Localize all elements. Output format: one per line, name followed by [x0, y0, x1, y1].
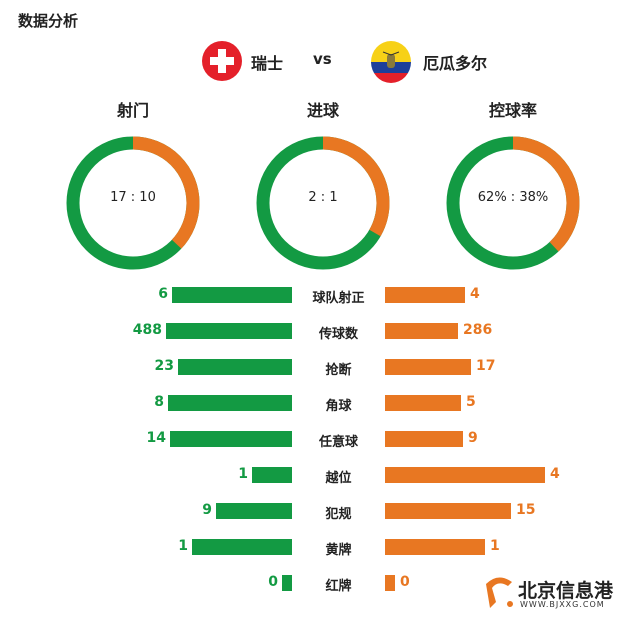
away-stat-value: 17: [476, 358, 496, 374]
home-stat-bar: [192, 539, 292, 555]
home-stat-bar: [216, 503, 292, 519]
vs-label: vs: [313, 50, 332, 68]
home-stat-value: 23: [154, 358, 174, 374]
stat-label: 球队射正: [312, 291, 365, 306]
home-stat-bar: [282, 575, 292, 591]
donut-value: 17 : 10: [110, 190, 156, 205]
donut-title: 射门: [116, 101, 149, 120]
away-stat-value: 286: [463, 322, 493, 338]
away-stat-bar: [385, 539, 485, 555]
donut-value: 62% : 38%: [477, 190, 549, 205]
watermark-url: WWW.BJXXG.COM: [520, 600, 605, 609]
away-stat-bar: [385, 323, 458, 339]
donut-chart: [446, 136, 580, 270]
home-stat-value: 6: [158, 286, 168, 302]
away-stat-value: 1: [490, 538, 500, 554]
away-stat-value: 0: [400, 574, 410, 590]
donut-title: 进球: [306, 101, 339, 120]
home-stat-bar: [172, 287, 292, 303]
home-stat-value: 8: [154, 394, 164, 410]
away-stat-bar: [385, 431, 463, 447]
away-stat-value: 9: [468, 430, 478, 446]
away-stat-bar: [385, 395, 461, 411]
home-stat-value: 1: [178, 538, 188, 554]
away-stat-bar: [385, 503, 511, 519]
stat-label: 任意球: [318, 435, 358, 450]
stat-label: 黄牌: [325, 543, 352, 558]
away-stat-value: 5: [466, 394, 476, 410]
home-stat-bar: [168, 395, 292, 411]
home-stat-bar: [178, 359, 292, 375]
swiss-flag-icon: [202, 41, 242, 81]
away-stat-value: 4: [550, 466, 560, 482]
away-stat-bar: [385, 287, 465, 303]
home-stat-bar: [166, 323, 292, 339]
home-stat-bar: [252, 467, 292, 483]
away-stat-bar: [385, 359, 471, 375]
stat-label: 红牌: [325, 579, 352, 594]
watermark-logo: 北京信息港 WWW.BJXXG.COM: [478, 568, 613, 616]
stat-label: 抢断: [325, 363, 352, 378]
stat-label: 传球数: [318, 327, 358, 342]
home-stat-bar: [170, 431, 292, 447]
stat-label: 越位: [325, 471, 352, 486]
donut-chart: [66, 136, 200, 270]
watermark-logo-icon: [486, 577, 513, 608]
home-stat-value: 14: [146, 430, 166, 446]
donut-title: 控球率: [488, 101, 537, 120]
donut-away-arc: [446, 136, 580, 270]
donut-away-arc: [256, 136, 390, 270]
watermark-name: 北京信息港: [518, 580, 614, 602]
away-stat-value: 4: [470, 286, 480, 302]
donut-value: 2 : 1: [308, 190, 338, 205]
away-stat-bar: [385, 467, 545, 483]
donut-chart: [256, 136, 390, 270]
home-stat-value: 9: [202, 502, 212, 518]
stat-label: 犯规: [325, 507, 352, 522]
stat-label: 角球: [325, 399, 352, 414]
home-stat-value: 488: [132, 322, 162, 338]
home-stat-value: 1: [238, 466, 248, 482]
away-team-name: 厄瓜多尔: [423, 54, 488, 73]
home-team-name: 瑞士: [251, 54, 284, 73]
away-stat-value: 15: [516, 502, 536, 518]
away-stat-bar: [385, 575, 395, 591]
ecuador-flag-icon: [371, 41, 411, 83]
home-stat-value: 0: [268, 574, 278, 590]
page-title: 数据分析: [18, 12, 79, 30]
donut-away-arc: [66, 136, 200, 270]
